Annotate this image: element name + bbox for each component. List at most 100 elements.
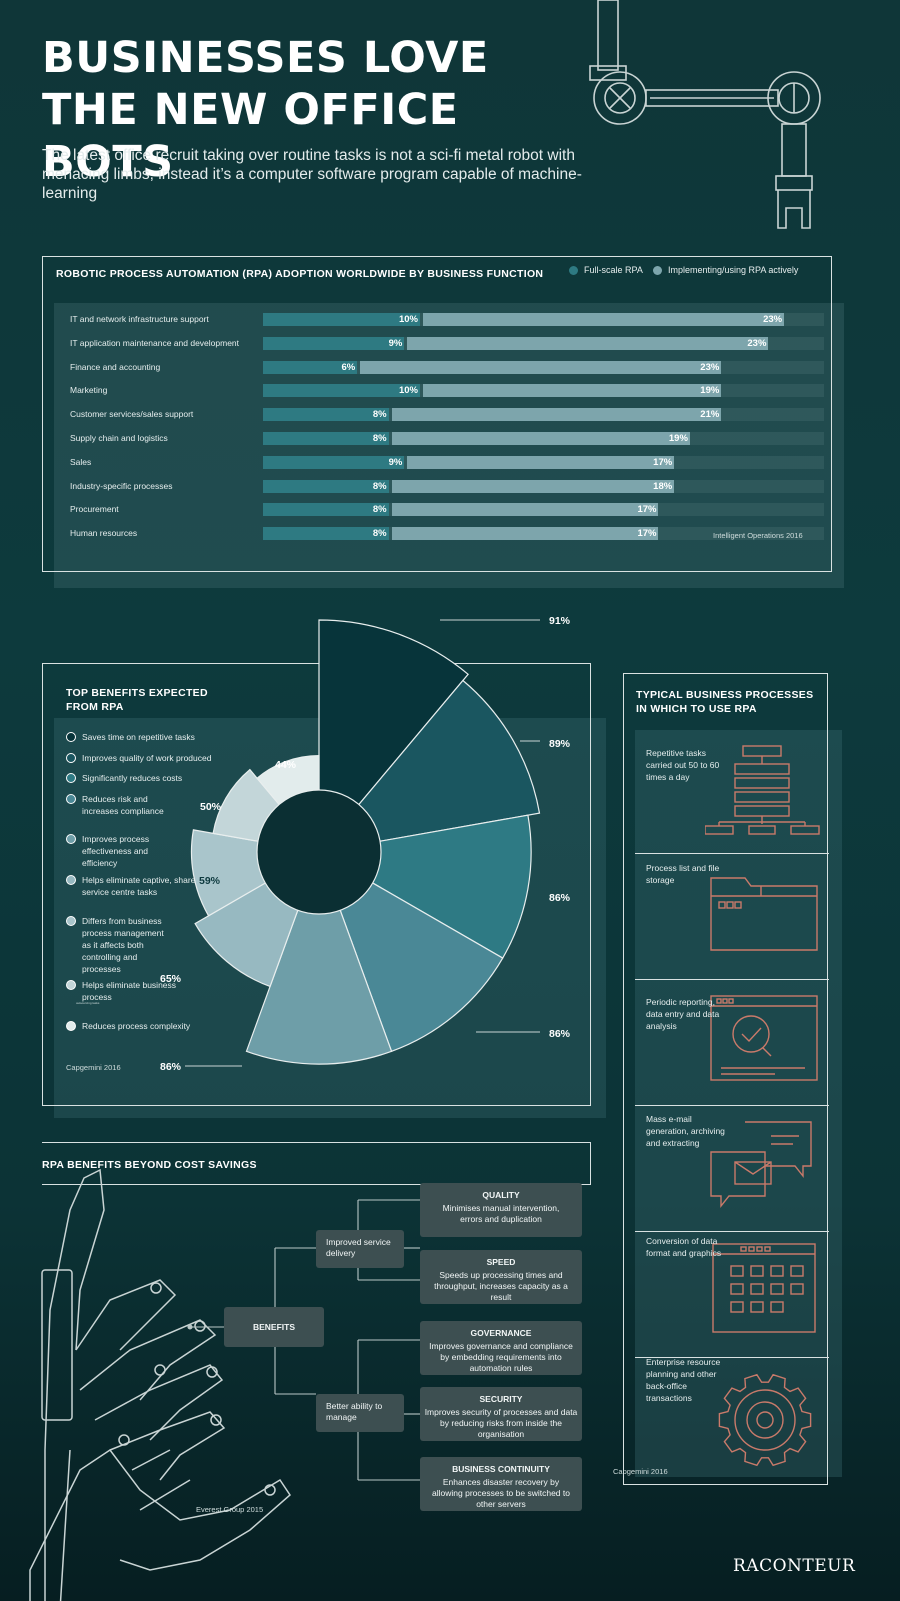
rpa-bar-full-scale-value: 8% — [372, 409, 387, 421]
calendar-grid-icon — [712, 1243, 816, 1333]
processes-title: TYPICAL BUSINESS PROCESSES IN WHICH TO U… — [636, 688, 826, 716]
benefit-legend-swatch — [66, 1021, 76, 1031]
rpa-bar-full-scale — [263, 503, 389, 517]
benefits-title: TOP BENEFITS EXPECTED FROM RPA — [66, 686, 266, 714]
legend-implementing-swatch — [653, 265, 662, 275]
benefit-legend-label: Saves time on repetitive tasks — [82, 732, 195, 742]
processes-title-line-2: IN WHICH TO USE RPA — [636, 703, 757, 715]
leaf-business-continuity: BUSINESS CONTINUITY Enhances disaster re… — [420, 1457, 582, 1511]
process-text: Conversion of data format and graphics — [646, 1236, 722, 1258]
rpa-category-label: IT application maintenance and developme… — [70, 337, 240, 348]
rpa-category-label: IT and network infrastructure support — [70, 314, 209, 324]
rpa-bar-implementing — [360, 360, 722, 374]
beyond-savings-title: RPA BENEFITS BEYOND COST SAVINGS — [42, 1159, 257, 1171]
legend-implementing-label: Implementing/using RPA actively — [668, 265, 799, 275]
process-text: Periodic reporting, data entry and data … — [646, 997, 720, 1031]
processes-panel-background — [635, 730, 842, 1477]
beyond-savings-source: Everest Group 2015 — [196, 1505, 264, 1514]
rpa-bar-implementing-value: 23% — [747, 337, 767, 349]
flowchart-icon — [705, 745, 820, 835]
benefit-legend-label: Significantly reduces costs — [82, 773, 183, 783]
rpa-bar-implementing — [407, 455, 675, 469]
rose-value-label: 86% — [160, 1061, 182, 1073]
process-cell-email — [635, 1106, 829, 1232]
process-cell-conversion — [635, 1232, 829, 1358]
benefit-legend-swatch — [66, 875, 76, 885]
rpa-bar-full-scale-value: 8% — [372, 528, 387, 540]
benefit-legend-swatch — [66, 834, 76, 844]
legend-full-scale-swatch — [569, 265, 578, 275]
beyond-savings-frame — [42, 1142, 591, 1185]
rpa-bar-implementing-value: 17% — [637, 528, 657, 540]
benefit-legend-swatch — [66, 753, 76, 763]
benefit-legend-label: Differs from business process management… — [82, 916, 164, 974]
rpa-bar-implementing — [391, 527, 659, 541]
branch-service-delivery: Improved service delivery — [316, 1230, 404, 1268]
rose-center-hole — [256, 789, 382, 915]
rpa-bar-full-scale-value: 10% — [398, 385, 418, 397]
rpa-bar-full-scale — [263, 408, 389, 422]
email-chat-icon — [710, 1121, 812, 1208]
leaf-business-continuity-title: BUSINESS CONTINUITY — [452, 1464, 550, 1474]
benefit-legend-item: Improves process effectiveness and effic… — [66, 833, 172, 869]
process-cell-erp — [635, 1358, 829, 1478]
rose-value-label: 44% — [275, 759, 297, 771]
rpa-bar-implementing — [423, 313, 785, 326]
rpa-category-label: Supply chain and logistics — [70, 433, 168, 443]
benefit-legend-swatch — [66, 794, 76, 804]
leaf-governance: GOVERNANCE Improves governance and compl… — [420, 1321, 582, 1375]
rpa-bar-implementing-value: 17% — [637, 504, 657, 516]
raconteur-logo: RACONTEUR — [733, 1556, 856, 1576]
processes-panel-frame — [623, 673, 828, 1485]
benefits-title-line-2: FROM RPA — [66, 701, 124, 713]
rpa-bar-implementing-value: 17% — [653, 456, 673, 468]
rpa-bar-full-scale — [263, 455, 405, 469]
rpa-bar-full-scale-value: 8% — [372, 433, 387, 444]
leaf-quality-title: QUALITY — [482, 1190, 520, 1200]
rpa-bar-implementing-value: 19% — [668, 433, 688, 444]
rose-slice — [317, 679, 541, 853]
process-text: Enterprise resource planning and other b… — [646, 1357, 721, 1403]
rose-value-label: 91% — [549, 615, 571, 627]
rpa-source: Intelligent Operations 2016 — [713, 531, 803, 540]
processes-title-line-1: TYPICAL BUSINESS PROCESSES — [636, 689, 814, 701]
folder-icon — [710, 877, 818, 951]
rose-value-label: 86% — [549, 1028, 571, 1040]
leaf-quality: QUALITY Minimises manual intervention, e… — [420, 1183, 582, 1237]
rpa-bar-implementing-value: 21% — [700, 409, 720, 421]
benefit-legend-item: Reduces risk and increases compliance — [66, 793, 172, 817]
benefit-legend-item: Saves time on repetitive tasks — [66, 731, 252, 743]
benefits-title-line-1: TOP BENEFITS EXPECTED — [66, 687, 208, 699]
rpa-bar-full-scale — [263, 479, 389, 493]
benefit-legend-label: Helps eliminate business process — [82, 980, 177, 1002]
report-checkmark-icon — [710, 995, 818, 1081]
benefit-legend-item: Improves quality of work produced — [66, 752, 252, 764]
rpa-bar-full-scale-value: 8% — [372, 480, 387, 492]
rose-slice — [317, 850, 504, 1053]
benefit-legend-label: Reduces process complexity — [82, 1021, 191, 1031]
leaf-security-text: Improves security of processes and data … — [424, 1407, 578, 1439]
benefit-note: outsourcing tasks — [76, 1001, 100, 1005]
leaf-quality-text: Minimises manual intervention, errors an… — [442, 1203, 560, 1224]
benefit-legend-label: Helps eliminate captive, shared service … — [82, 875, 201, 897]
rpa-bar-implementing-value: 19% — [700, 385, 720, 397]
leaf-speed-text: Speeds up processing times and throughpu… — [434, 1270, 568, 1302]
benefit-legend-item: Differs from business process management… — [66, 915, 174, 975]
rpa-bar-full-scale-value: 10% — [398, 314, 418, 325]
rpa-bar-full-scale — [263, 527, 389, 541]
process-cell-reporting — [635, 980, 829, 1106]
rpa-category-label: Marketing — [70, 385, 108, 396]
rose-value-label: 59% — [199, 875, 221, 887]
gear-icon — [718, 1373, 812, 1467]
leaf-security-title: SECURITY — [479, 1394, 523, 1404]
benefits-source: Capgemini 2016 — [66, 1063, 121, 1072]
benefit-legend-swatch — [66, 916, 76, 926]
legend-full-scale: Full-scale RPA — [569, 265, 643, 275]
robot-arm-illustration — [589, 0, 821, 229]
rpa-bar-implementing-value: 23% — [763, 314, 783, 325]
leaf-governance-text: Improves governance and compliance by em… — [429, 1341, 573, 1373]
benefit-legend-item: Helps eliminate business process — [66, 979, 202, 1003]
rpa-panel-frame — [42, 256, 832, 572]
title-line-1: BUSINESSES LOVE — [42, 33, 489, 83]
rpa-bar-full-scale-value: 6% — [341, 361, 356, 373]
